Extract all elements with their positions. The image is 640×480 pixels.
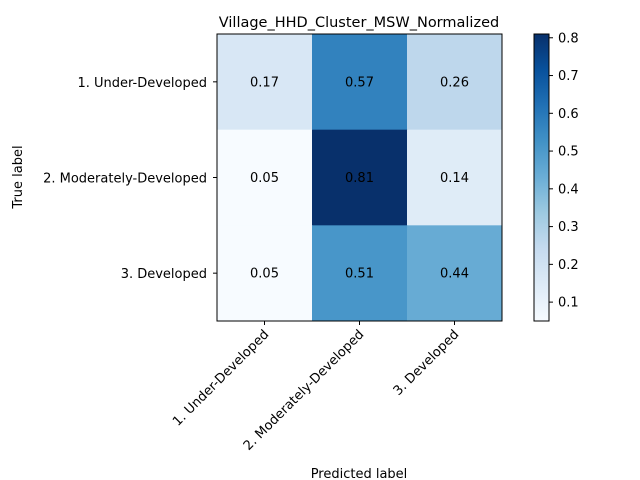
colorbar-tick-label: 0.2 — [558, 258, 579, 273]
heatmap-cell — [407, 34, 503, 131]
cell-value-label: 0.51 — [345, 267, 374, 282]
cell-value-label: 0.05 — [250, 171, 279, 186]
y-axis-label: True label — [11, 145, 26, 209]
cell-value-label: 0.81 — [345, 171, 374, 186]
y-tick-label: 2. Moderately-Developed — [43, 172, 207, 187]
y-tick-label: 1. Under-Developed — [77, 76, 207, 91]
y-tick-label: 3. Developed — [121, 267, 207, 282]
cell-value-label: 0.57 — [345, 75, 374, 90]
colorbar-tick-label: 0.1 — [558, 296, 579, 311]
colorbar-tick-label: 0.6 — [558, 107, 579, 122]
colorbar-ticks: 0.1 0.2 0.3 0.4 0.5 0.6 0.7 0.8 — [549, 31, 579, 311]
colorbar-tick-label: 0.3 — [558, 220, 579, 235]
cell-value-label: 0.44 — [440, 267, 469, 282]
x-tick-label: 3. Developed — [391, 327, 463, 399]
heatmap-cell — [312, 129, 408, 226]
colorbar-tick-label: 0.7 — [558, 69, 579, 84]
cell-value-label: 0.05 — [250, 267, 279, 282]
y-axis-ticks: 1. Under-Developed 2. Moderately-Develope… — [43, 76, 217, 282]
heatmap-cell — [217, 129, 313, 226]
cell-value-label: 0.26 — [440, 75, 469, 90]
heatmap-cell — [217, 225, 313, 322]
heatmap-cells — [217, 34, 503, 322]
heatmap-cell — [407, 129, 503, 226]
heatmap-cell — [407, 225, 503, 322]
colorbar — [533, 33, 550, 322]
x-axis-label: Predicted label — [311, 467, 408, 480]
cell-value-label: 0.17 — [250, 75, 279, 90]
x-tick-label: 1. Under-Developed — [170, 327, 272, 429]
heatmap-cell — [312, 225, 408, 322]
colorbar-tick-label: 0.5 — [558, 145, 579, 160]
cell-value-label: 0.14 — [440, 171, 469, 186]
heatmap-cell-labels: 0.17 0.57 0.26 0.05 0.81 0.14 0.05 0.51 0.44 — [250, 75, 469, 281]
colorbar-tick-label: 0.4 — [558, 182, 579, 197]
chart-title: Village_HHD_Cluster_MSW_Normalized — [219, 15, 499, 31]
heatmap-cell — [217, 34, 313, 131]
heatmap-cell — [312, 34, 408, 131]
colorbar-tick-label: 0.8 — [558, 31, 579, 46]
